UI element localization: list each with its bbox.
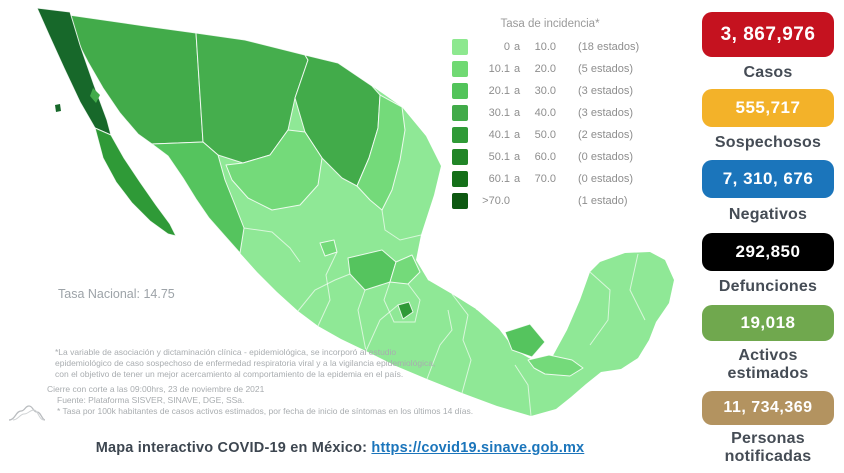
legend-swatch	[452, 61, 468, 77]
active-estimated-value-badge: 19,018	[702, 305, 834, 341]
national-rate-label: Tasa Nacional: 14.75	[58, 287, 175, 301]
footnotes: *La variable de asociación y dictaminaci…	[47, 347, 473, 417]
active-estimated-label: Activos estimados	[727, 347, 809, 382]
state-sonora	[61, 13, 204, 145]
legend-swatch	[452, 149, 468, 165]
footer-text: Mapa interactivo COVID-19 en México:	[95, 440, 372, 456]
footnote-rate-definition: * Tasa por 100k habitantes de casos acti…	[57, 406, 474, 416]
legend-row: >70.0 (1 estado)	[452, 190, 648, 212]
suspected-label: Sospechosos	[714, 134, 822, 151]
mexico-map	[36, 7, 674, 417]
notified-persons-value-badge: 11, 734,369	[702, 391, 834, 425]
state-tabasco	[527, 354, 584, 377]
footer-caption: Mapa interactivo COVID-19 en México: htt…	[40, 440, 640, 456]
legend-swatch	[452, 171, 468, 187]
negatives-value-badge: 7, 310, 676	[702, 160, 834, 198]
legend-row: 10.1 a 20.0 (5 estados)	[452, 58, 648, 80]
footnote-variable-line2: epidemiológico de caso sospechoso de enf…	[55, 358, 436, 368]
legend-swatch	[452, 193, 468, 209]
suspected-value-badge: 555,717	[702, 89, 834, 127]
state-durango	[225, 129, 323, 211]
legend-row: 40.1 a 50.0 (2 estados)	[452, 124, 648, 146]
cases-label: Casos	[743, 64, 793, 81]
legend-row: 60.1 a 70.0 (0 estados)	[452, 168, 648, 190]
state-cdmx	[397, 301, 414, 320]
legend-row: 20.1 a 30.0 (3 estados)	[452, 80, 648, 102]
state-sinaloa	[151, 141, 245, 254]
footnote-variable-line1: *La variable de asociación y dictaminaci…	[55, 347, 397, 357]
state-queretaro	[389, 254, 421, 285]
footnote-source: Fuente: Plataforma SISVER, SINAVE, DGE, …	[57, 395, 245, 405]
footnote-variable-line3: con el objetivo de tener un mejor acerca…	[55, 369, 404, 379]
sinave-link[interactable]: https://covid19.sinave.gob.mx	[371, 440, 585, 456]
legend-title: Tasa de incidencia*	[500, 18, 600, 30]
island-tiburon	[90, 88, 100, 103]
legend-swatch	[452, 83, 468, 99]
notified-persons-label: Personas notificadas	[724, 430, 812, 465]
deaths-value-badge: 292,850	[702, 233, 834, 271]
state-baja-california-sur	[94, 127, 177, 237]
footnote-cutoff: Cierre con corte a las 09:00hrs, 23 de n…	[47, 384, 265, 394]
legend-swatch	[452, 127, 468, 143]
legend-swatch	[452, 39, 468, 55]
incidence-legend: Tasa de incidencia* 0 a 10.0 (18 estados…	[452, 18, 648, 212]
legend-row: 30.1 a 40.0 (3 estados)	[452, 102, 648, 124]
epidemic-curve-icon	[8, 405, 46, 421]
legend-swatch	[452, 105, 468, 121]
island-cedros	[55, 104, 61, 112]
legend-row: 0 a 10.0 (18 estados)	[452, 36, 648, 58]
legend-row: 50.1 a 60.0 (0 estados)	[452, 146, 648, 168]
state-puebla-patch	[504, 323, 546, 358]
negatives-label: Negativos	[728, 206, 808, 223]
cases-value-badge: 3, 867,976	[702, 12, 834, 57]
deaths-label: Defunciones	[718, 278, 818, 295]
state-border-lines	[243, 209, 646, 417]
stats-sidebar: 3, 867,976 Casos 555,717 Sospechosos 7, …	[700, 0, 836, 466]
